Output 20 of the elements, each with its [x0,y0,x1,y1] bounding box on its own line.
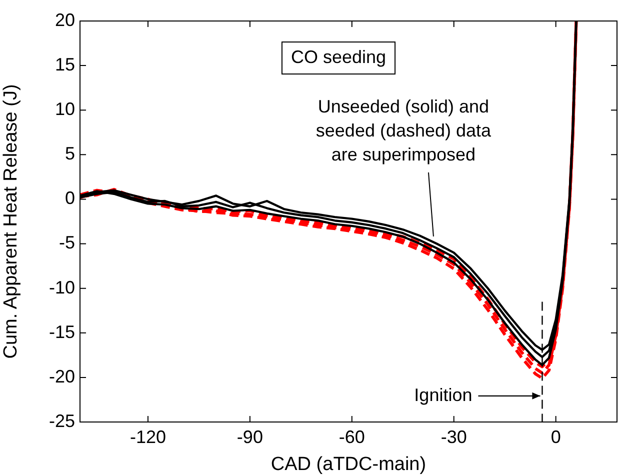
y-tick-label: -10 [48,277,75,298]
annotation: CO seeding [290,46,386,67]
x-tick-label: -30 [440,426,467,447]
ref-line-label: Ignition [414,384,472,405]
x-axis-title: CAD (aTDC-main) [270,454,426,475]
y-tick-label: 15 [54,54,75,75]
y-tick-label: -15 [48,322,75,342]
x-tick-label: -90 [236,426,263,447]
y-tick-label: -25 [48,410,75,431]
y-axis-title: Cum. Apparent Heat Release (J) [0,84,22,359]
x-tick-label: -60 [338,426,365,447]
x-tick-label: 0 [550,426,561,447]
y-tick-label: 20 [54,10,75,30]
y-tick-label: -5 [58,232,75,253]
y-tick-label: 5 [64,144,75,164]
x-tick-label: -120 [130,426,166,447]
annotation: Unseeded (solid) and seeded (dashed) data are superimposed [316,96,492,164]
y-tick-label: -20 [48,366,75,386]
y-tick-label: 10 [54,99,75,120]
y-tick-label: 0 [64,188,75,208]
